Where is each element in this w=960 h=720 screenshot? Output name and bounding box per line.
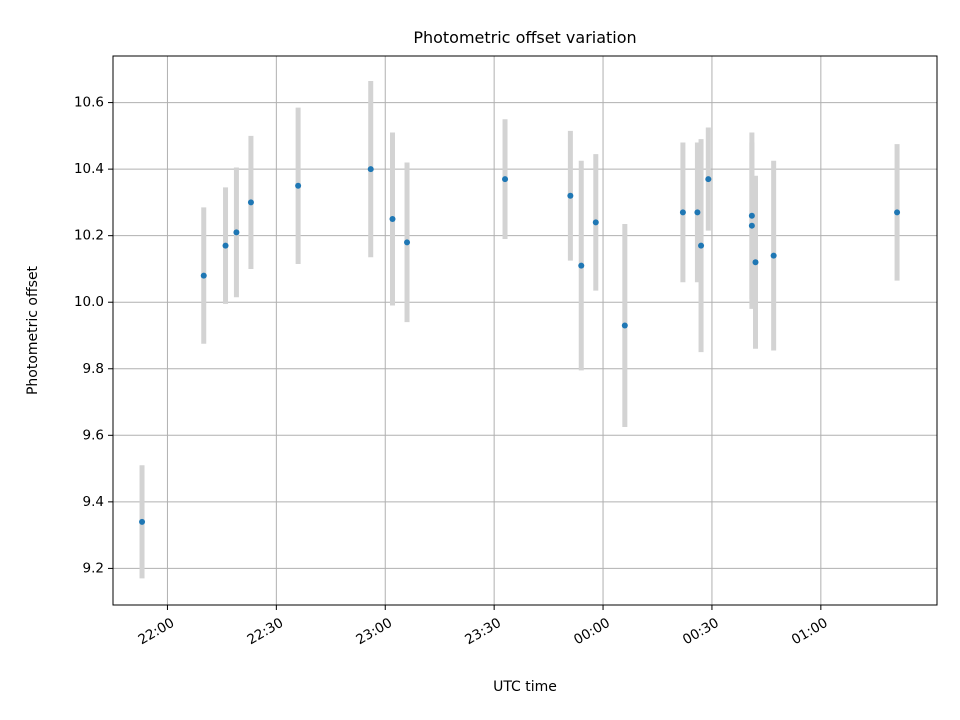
data-point [502,176,509,183]
y-tick-label: 9.6 [83,427,104,443]
data-point [295,182,302,189]
data-point [233,229,240,236]
y-tick-label: 10.0 [74,294,104,310]
data-point [748,212,755,219]
data-point [705,176,712,183]
data-point [679,209,686,216]
x-axis: 22:00 22:30 23:00 23:30 00:00 00:30 01:00 [136,605,831,648]
plot-frame [112,55,938,606]
data-point [694,209,701,216]
y-tick-label: 10.2 [74,228,104,244]
x-tick-label: 00:30 [680,615,722,648]
data-points [139,166,901,525]
data-point [404,239,411,246]
data-point [200,272,207,279]
data-point [367,166,374,173]
x-axis-label: UTC time [493,679,557,695]
data-point [770,252,777,259]
data-point [247,199,254,206]
data-point [139,518,146,525]
data-point [698,242,705,249]
y-axis: 9.2 9.4 9.6 9.8 10.0 10.2 10.4 10.6 [74,95,113,576]
data-point [748,222,755,229]
y-tick-label: 9.8 [83,361,104,377]
data-point [389,216,396,223]
data-point [567,192,574,199]
y-tick-label: 9.2 [83,560,104,576]
x-tick-label: 01:00 [789,615,831,648]
data-point [592,219,599,226]
x-tick-label: 22:00 [136,615,178,648]
x-tick-label: 22:30 [244,615,286,648]
x-tick-label: 23:00 [353,615,395,648]
x-tick-label: 00:00 [571,615,613,648]
data-point [578,262,585,269]
y-axis-label: Photometric offset [25,265,41,395]
chart-title: Photometric offset variation [413,28,636,47]
data-point [222,242,229,249]
error-bars [139,80,900,579]
data-point [752,259,759,266]
grid-lines [113,56,937,605]
y-tick-label: 10.4 [74,161,104,177]
y-tick-label: 10.6 [74,95,104,111]
data-point [894,209,901,216]
y-tick-label: 9.4 [83,494,104,510]
data-point [621,322,628,329]
x-tick-label: 23:30 [462,615,504,648]
